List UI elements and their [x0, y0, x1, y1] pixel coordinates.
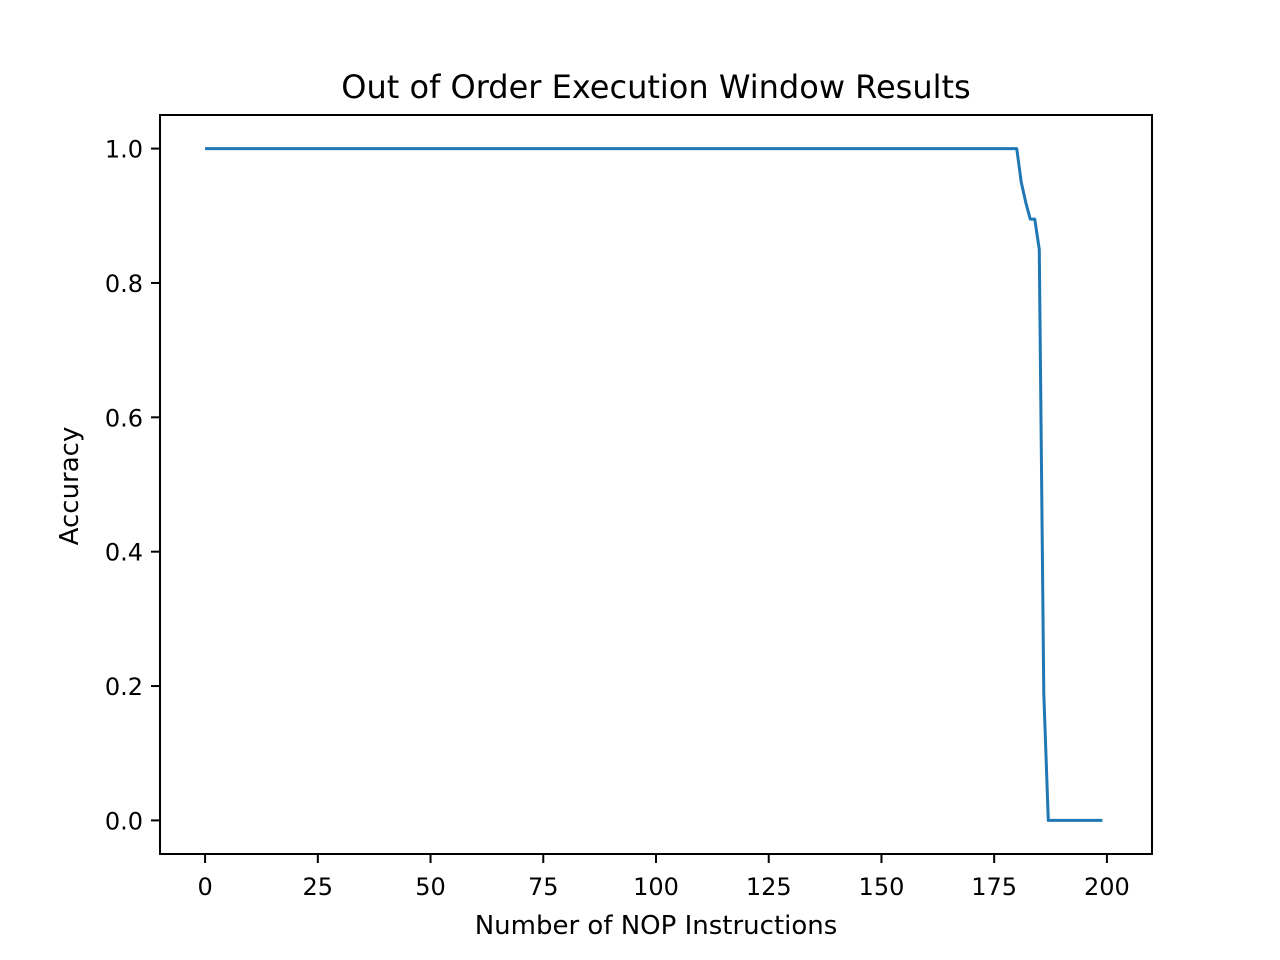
series-line-0 — [205, 147, 1103, 822]
x-tick-label: 0 — [197, 873, 212, 901]
axes-frame — [159, 114, 1153, 855]
y-axis-label: Accuracy — [55, 427, 85, 546]
y-axis-ticks: 0.0 0.2 0.4 0.6 0.8 1.0 — [105, 136, 160, 835]
x-tick-label: 50 — [415, 873, 446, 901]
x-tick-label: 75 — [528, 873, 559, 901]
y-tick-label: 0.4 — [105, 539, 143, 567]
x-tick-label: 25 — [303, 873, 334, 901]
x-tick-label: 100 — [633, 873, 679, 901]
x-tick-label: 125 — [746, 873, 792, 901]
x-tick-label: 200 — [1084, 873, 1130, 901]
y-tick-label: 1.0 — [105, 136, 143, 164]
y-tick-label: 0.2 — [105, 673, 143, 701]
y-tick-label: 0.6 — [105, 404, 143, 432]
y-tick-label: 0.8 — [105, 270, 143, 298]
chart-title: Out of Order Execution Window Results — [341, 68, 970, 106]
y-tick-label: 0.0 — [105, 807, 143, 835]
x-axis-label: Number of NOP Instructions — [475, 911, 838, 941]
x-tick-label: 150 — [859, 873, 905, 901]
x-axis-ticks: 0 25 50 75 100 125 150 175 200 — [197, 854, 1130, 901]
plot-area — [205, 147, 1103, 822]
x-tick-label: 175 — [971, 873, 1017, 901]
